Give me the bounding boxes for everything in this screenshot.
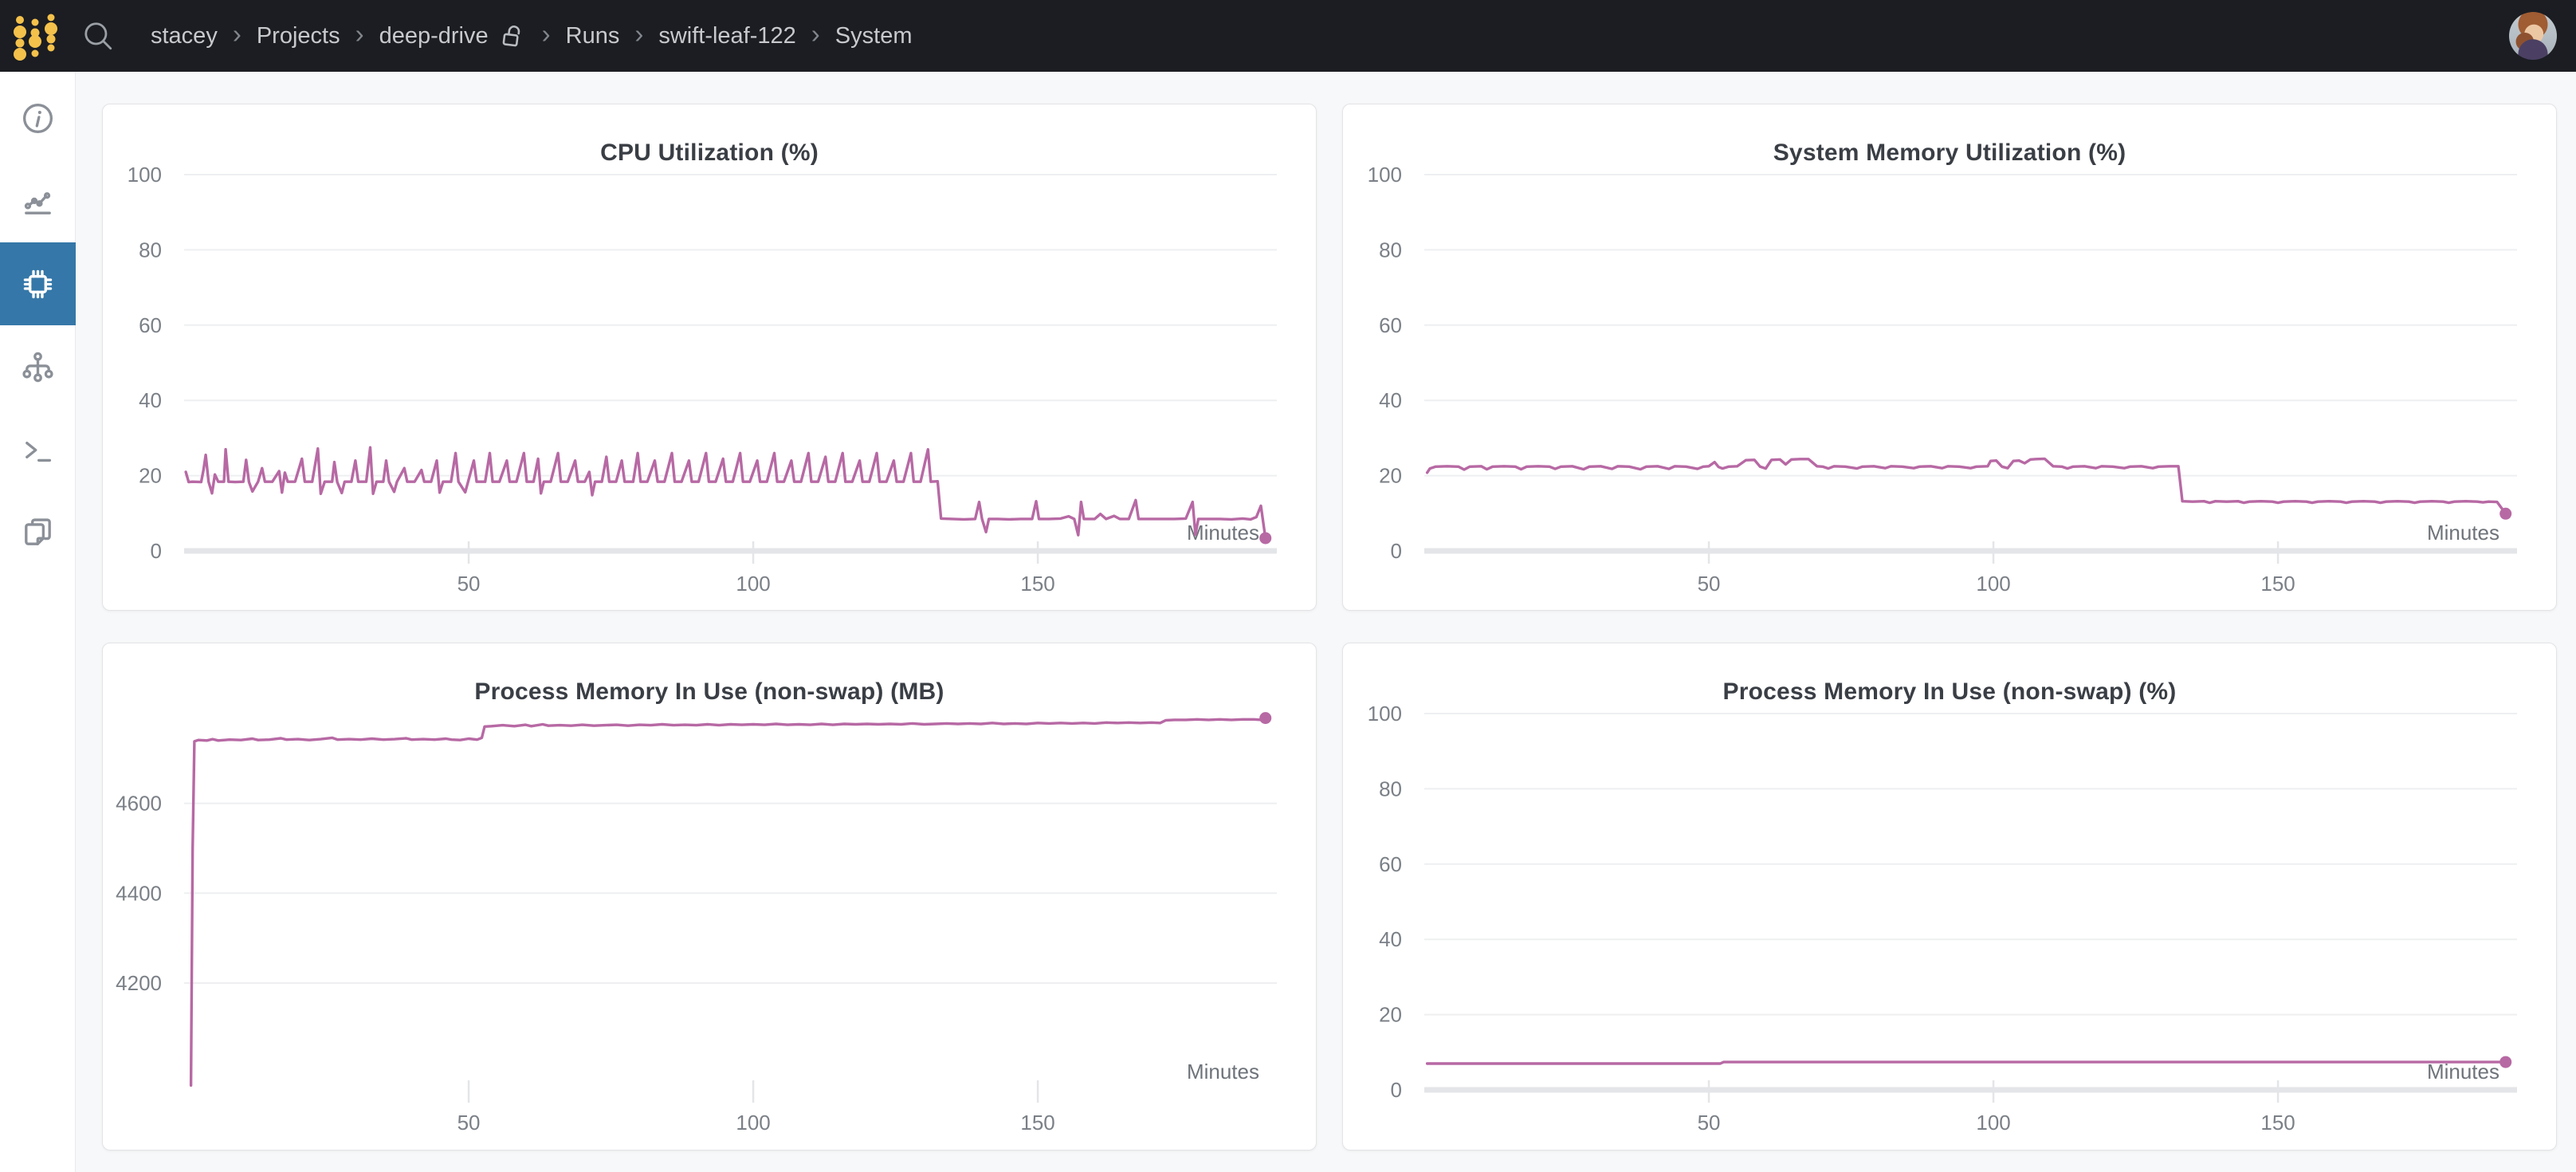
breadcrumb-item-deep-drive[interactable]: deep-drive	[379, 22, 489, 49]
sidebar-item-model[interactable]	[0, 325, 76, 408]
breadcrumb-item-Runs[interactable]: Runs	[565, 22, 620, 49]
x-axis-unit-label: Minutes	[1187, 1060, 1259, 1084]
chart-plot-area[interactable]: 4200 4400 4600 50 100 150 Minutes	[103, 643, 1315, 1148]
x-tick-label: 50	[1698, 572, 1721, 596]
run-sidebar	[0, 72, 76, 1172]
y-tick-label: 80	[139, 238, 162, 262]
y-tick-label: 0	[1391, 1078, 1402, 1102]
wandb-logo[interactable]	[14, 10, 58, 61]
chart-title: Process Memory In Use (non-swap) (MB)	[474, 678, 944, 705]
y-tick-label: 40	[1379, 927, 1402, 951]
sidebar-item-logs[interactable]	[0, 408, 76, 491]
cpu-chip-icon	[23, 269, 53, 298]
breadcrumb-separator: ›	[541, 19, 551, 49]
breadcrumb-item-System[interactable]: System	[834, 22, 913, 49]
search-icon[interactable]	[80, 18, 116, 53]
series-line	[184, 446, 1267, 540]
y-tick-label: 80	[1379, 777, 1402, 800]
breadcrumb-separator: ›	[232, 19, 242, 49]
open-lock-icon	[500, 21, 528, 51]
y-tick-label: 40	[139, 388, 162, 412]
y-tick-label: 4200	[116, 971, 162, 995]
breadcrumb-item-stacey[interactable]: stacey	[151, 22, 218, 49]
line-chart-icon	[24, 191, 51, 214]
chart-title: Process Memory In Use (non-swap) (%)	[1722, 678, 2177, 705]
model-graph-icon	[22, 352, 53, 382]
chart-card-system-memory: System Memory Utilization (%) 0 20 40 60 80 10…	[1342, 104, 2557, 611]
sidebar-item-overview[interactable]	[0, 77, 76, 159]
y-tick-label: 100	[128, 163, 162, 187]
y-tick-label: 0	[1391, 539, 1402, 563]
x-axis-line	[1424, 548, 2517, 554]
chart-title: System Memory Utilization (%)	[1773, 140, 2126, 166]
y-tick-label: 40	[1379, 388, 1402, 412]
x-tick-label: 150	[1020, 1111, 1054, 1135]
y-tick-label: 20	[1379, 464, 1402, 488]
x-tick-label: 50	[457, 1111, 481, 1135]
y-tick-label: 60	[1379, 852, 1402, 876]
series-end-point-dot	[1259, 532, 1272, 545]
info-icon	[22, 103, 53, 133]
x-tick-label: 100	[1976, 572, 2010, 596]
top-navigation-bar: stacey › Projects › deep-drive › Runs › swift-le…	[0, 0, 2576, 72]
chart-card-cpu-utilization: CPU Utilization (%) 0 20 40 60 80 100 50 100 150 M…	[102, 104, 1317, 611]
chart-plot-area[interactable]: 0 20 40 60 80 100 50 100 150 Minutes	[103, 104, 1315, 609]
y-tick-label: 60	[139, 313, 162, 337]
sidebar-item-files[interactable]	[0, 491, 76, 574]
series-end-point-dot	[2499, 1056, 2512, 1068]
x-axis-unit-label: Minutes	[1187, 521, 1259, 545]
x-tick-label: 50	[1698, 1111, 1721, 1135]
y-tick-label: 20	[139, 464, 162, 488]
breadcrumb-item-Projects[interactable]: Projects	[256, 22, 340, 49]
x-axis-line	[1424, 1087, 2517, 1093]
x-tick-label: 100	[736, 572, 770, 596]
charts-grid: CPU Utilization (%) 0 20 40 60 80 100 50 100 150 M…	[102, 104, 2576, 1150]
y-tick-label: 80	[1379, 238, 1402, 262]
y-tick-label: 4400	[116, 881, 162, 905]
series-line	[189, 716, 1267, 1087]
breadcrumb-separator: ›	[634, 19, 644, 49]
y-tick-label: 0	[151, 539, 162, 563]
chart-card-process-memory-mb: Process Memory In Use (non-swap) (MB) 420…	[102, 643, 1317, 1150]
chart-plot-area[interactable]: 0 20 40 60 80 100 50 100 150 Minutes	[1343, 643, 2555, 1148]
breadcrumb-separator: ›	[811, 19, 820, 49]
y-tick-label: 100	[1368, 702, 1402, 726]
x-tick-label: 150	[2260, 1111, 2295, 1135]
series-end-point-dot	[2499, 507, 2512, 520]
x-tick-label: 50	[457, 572, 481, 596]
chart-title: CPU Utilization (%)	[600, 140, 819, 166]
x-axis-line	[184, 548, 1277, 554]
series-line	[1425, 457, 2507, 515]
terminal-icon	[26, 441, 52, 462]
y-tick-label: 4600	[116, 792, 162, 816]
system-metrics-panel: CPU Utilization (%) 0 20 40 60 80 100 50 100 150 M…	[76, 72, 2576, 1172]
user-avatar[interactable]	[2509, 12, 2557, 60]
chart-card-process-memory-pct: Process Memory In Use (non-swap) (%) 0 20 4…	[1342, 643, 2557, 1150]
y-tick-label: 20	[1379, 1003, 1402, 1027]
sidebar-item-system[interactable]	[0, 242, 76, 325]
breadcrumb-separator: ›	[355, 19, 364, 49]
chart-plot-area[interactable]: 0 20 40 60 80 100 50 100 150 Minutes	[1343, 104, 2555, 609]
x-tick-label: 100	[1976, 1111, 2010, 1135]
series-end-point-dot	[1259, 712, 1272, 725]
sidebar-item-charts[interactable]	[0, 159, 76, 242]
y-tick-label: 60	[1379, 313, 1402, 337]
series-line	[1425, 1060, 2507, 1065]
x-tick-label: 100	[736, 1111, 770, 1135]
x-axis-unit-label: Minutes	[2427, 521, 2499, 545]
x-tick-label: 150	[2260, 572, 2295, 596]
logo-dots	[14, 14, 57, 61]
breadcrumb: stacey › Projects › deep-drive › Runs › swift-le…	[149, 19, 913, 51]
x-axis-unit-label: Minutes	[2427, 1060, 2499, 1084]
files-icon	[25, 517, 51, 545]
breadcrumb-item-swift-leaf-122[interactable]: swift-leaf-122	[658, 22, 796, 49]
y-tick-label: 100	[1368, 163, 1402, 187]
x-tick-label: 150	[1020, 572, 1054, 596]
